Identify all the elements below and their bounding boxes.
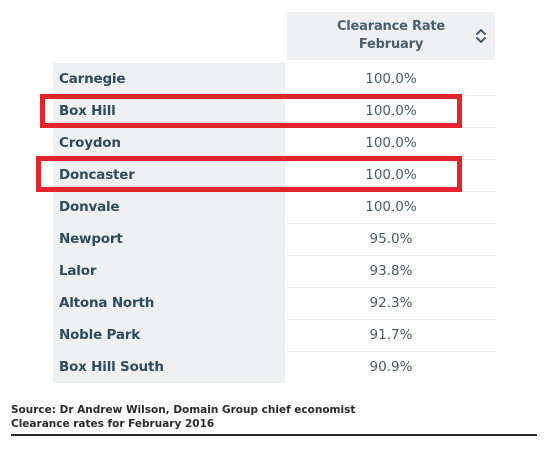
row-divider <box>287 351 495 352</box>
footnote-text: Clearance rates for February 2016 <box>11 418 215 430</box>
table-row: Donvale 100.0% <box>53 191 495 223</box>
table-row: Noble Park 91.7% <box>53 319 495 351</box>
suburb-cell: Box Hill <box>53 95 285 127</box>
source-text: Source: Dr Andrew Wilson, Domain Group c… <box>11 404 356 416</box>
table-row: Box Hill 100.0% <box>53 95 495 127</box>
rate-cell: 100.0% <box>365 167 417 183</box>
source-footer: Source: Dr Andrew Wilson, Domain Group c… <box>11 403 537 431</box>
suburb-cell: Donvale <box>53 191 285 223</box>
table-row: Croydon 100.0% <box>53 127 495 159</box>
suburb-cell: Carnegie <box>53 63 285 95</box>
rate-cell: 95.0% <box>369 231 413 247</box>
suburb-cell: Newport <box>53 223 285 255</box>
suburb-cell: Noble Park <box>53 319 285 351</box>
rate-cell: 100.0% <box>365 103 417 119</box>
rate-cell: 91.7% <box>369 327 413 343</box>
sort-updown-icon[interactable] <box>474 27 488 45</box>
rate-cell: 100.0% <box>365 135 417 151</box>
table-row: Newport 95.0% <box>53 223 495 255</box>
suburb-cell: Lalor <box>53 255 285 287</box>
column-header-clearance-rate[interactable]: Clearance Rate February <box>287 12 495 60</box>
suburb-cell: Box Hill South <box>53 351 285 383</box>
rate-cell: 90.9% <box>369 359 413 375</box>
rate-cell: 92.3% <box>369 295 413 311</box>
row-divider <box>287 223 495 224</box>
table-row: Carnegie 100.0% <box>53 63 495 95</box>
clearance-table: Clearance Rate February Carnegie 100.0% … <box>36 12 495 383</box>
table-row: Altona North 92.3% <box>53 287 495 319</box>
row-divider <box>287 255 495 256</box>
rate-cell: 93.8% <box>369 263 413 279</box>
suburb-cell: Doncaster <box>53 159 285 191</box>
footer-divider <box>11 434 537 436</box>
rate-cell: 100.0% <box>287 63 495 95</box>
rate-cell: 100.0% <box>365 199 417 215</box>
suburb-cell: Croydon <box>53 127 285 159</box>
row-divider <box>287 287 495 288</box>
table-row: Lalor 93.8% <box>53 255 495 287</box>
suburb-cell: Altona North <box>53 287 285 319</box>
table-row: Box Hill South 90.9% <box>53 351 495 383</box>
table-row: Doncaster 100.0% <box>53 159 495 191</box>
row-divider <box>287 319 495 320</box>
header-line-2: February <box>358 37 424 52</box>
header-line-1: Clearance Rate <box>336 19 446 34</box>
